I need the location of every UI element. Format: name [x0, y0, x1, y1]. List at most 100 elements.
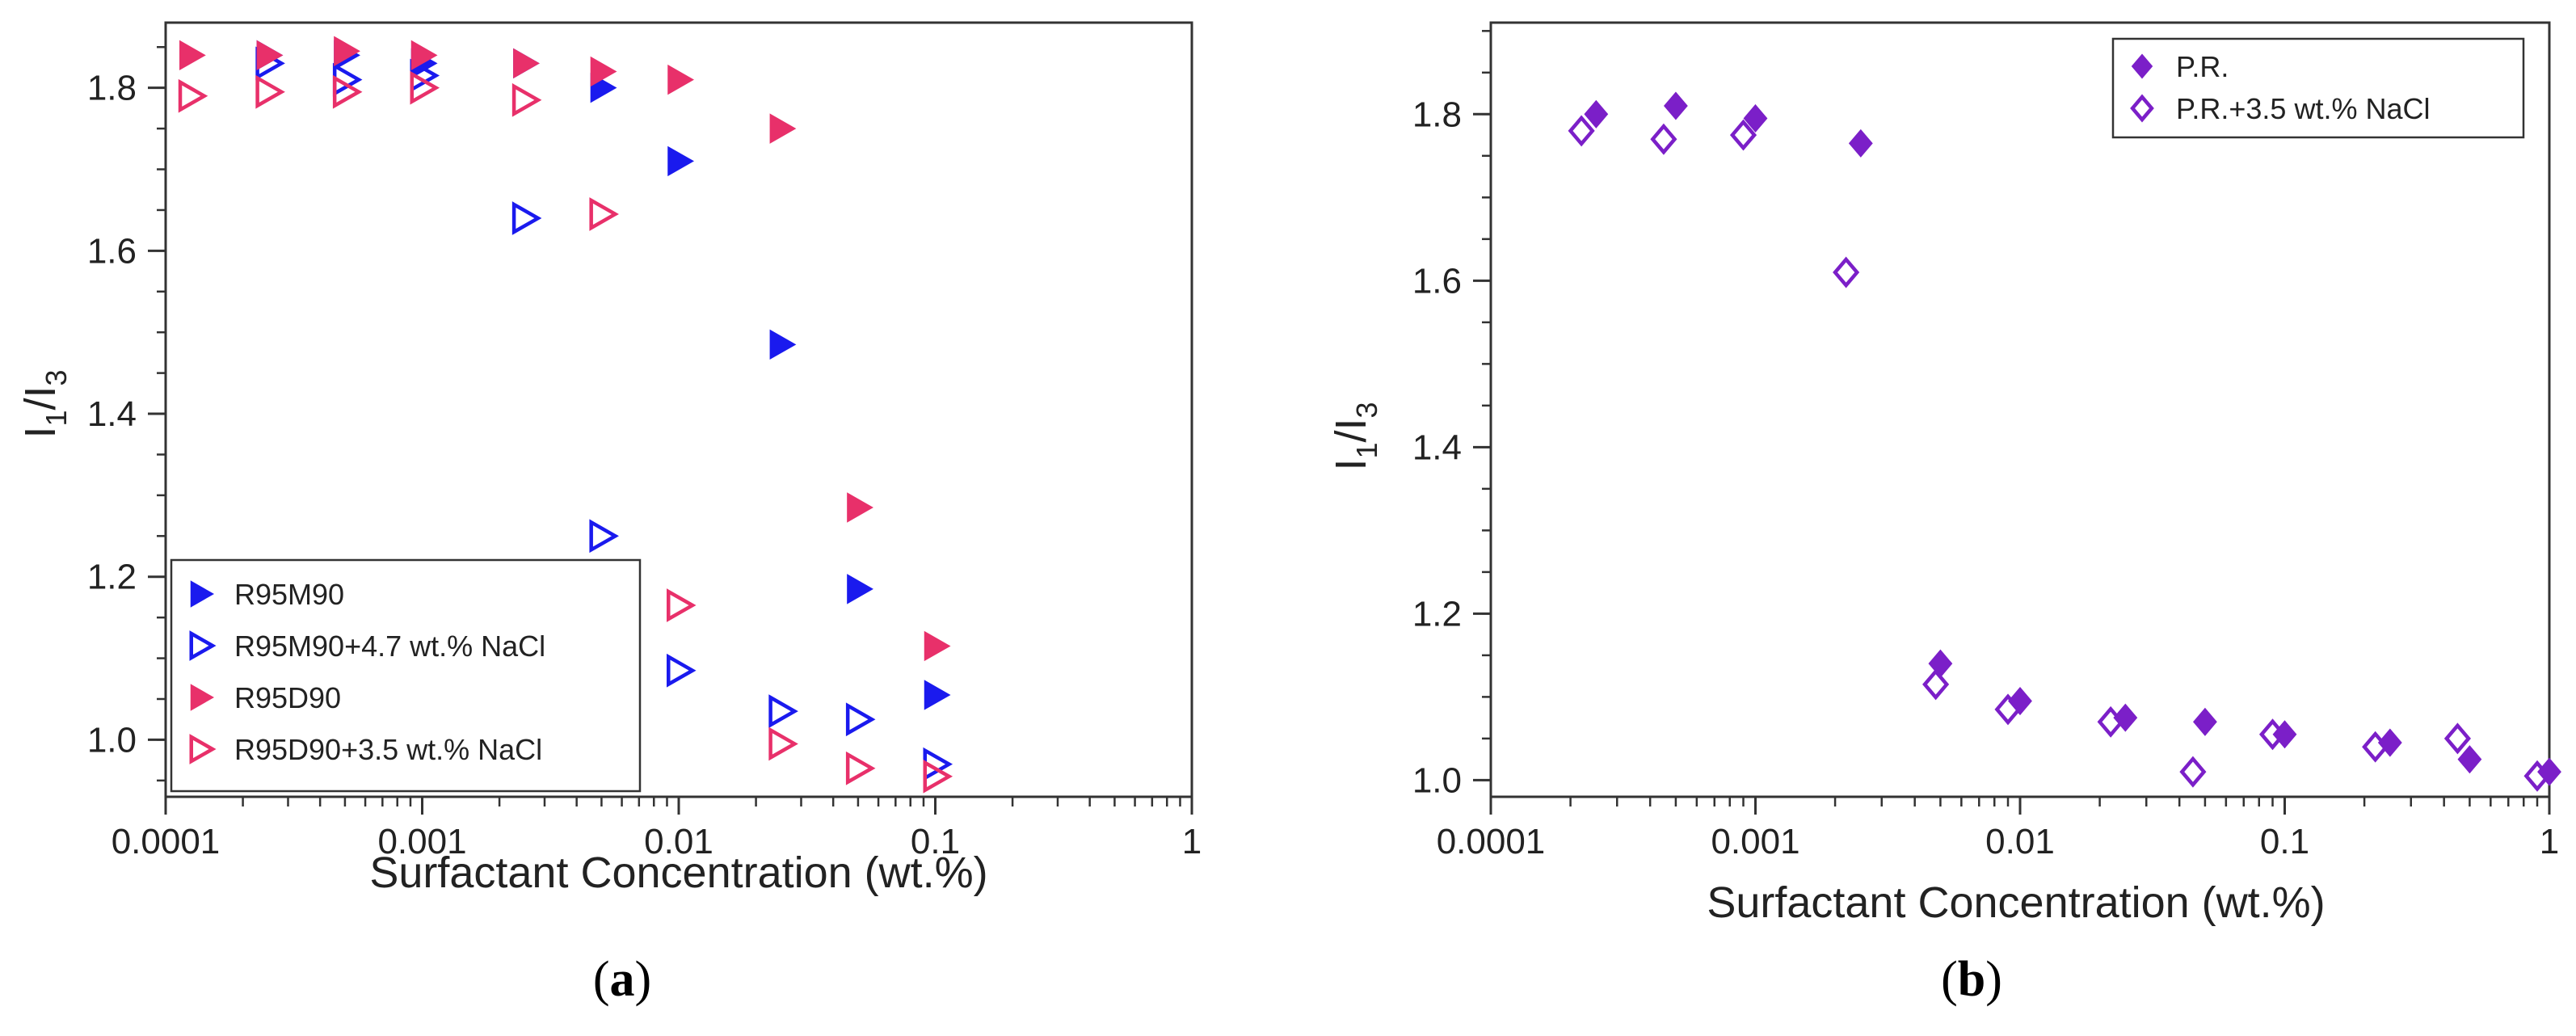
data-point — [410, 70, 440, 105]
series-1 — [1568, 115, 2551, 792]
data-point — [1848, 128, 1873, 158]
x-axis-title-a: Surfactant Concentration (wt.%) — [369, 849, 987, 897]
panel-letter-b: b — [1958, 952, 1985, 1007]
legend-marker — [189, 630, 217, 661]
data-point — [2179, 756, 2207, 788]
y-tick-label: 1.2 — [1412, 594, 1462, 634]
data-point — [1664, 91, 1688, 120]
data-point — [2008, 686, 2032, 716]
data-marks-b — [1568, 91, 2561, 792]
legend-entry: R95M90+4.7 wt.% NaCl — [189, 630, 545, 663]
legend-a: R95M90 R95M90+4.7 wt.% NaCl R95D90 R95D90+3… — [170, 558, 642, 793]
y-tick-label: 1.4 — [87, 394, 137, 434]
data-point — [768, 694, 798, 728]
legend-label: P.R. — [2176, 50, 2229, 83]
data-point — [590, 56, 617, 87]
y-tick-label: 1.6 — [1412, 261, 1462, 301]
data-point — [511, 201, 542, 235]
data-point — [410, 40, 438, 71]
data-point — [1568, 115, 1595, 147]
data-point — [179, 40, 206, 71]
series-2 — [179, 36, 951, 662]
y-axis-title-sub: 3 — [1350, 402, 1383, 418]
x-tick-label: 0.01 — [644, 822, 713, 861]
data-point — [845, 702, 876, 737]
panel-label-b: (b) — [1941, 952, 2002, 1007]
legend-entry: R95D90 — [190, 681, 341, 714]
y-axis-title-part: I — [1327, 418, 1375, 430]
x-tick-label: 1 — [1182, 822, 1202, 861]
y-axis-title-part: I — [16, 427, 65, 439]
legend-entry: R95D90+3.5 wt.% NaCl — [189, 733, 542, 766]
legend-marker — [189, 734, 217, 764]
x-tick-label: 0.1 — [911, 822, 960, 861]
data-point — [255, 74, 285, 109]
y-tick-label: 1.6 — [87, 231, 137, 271]
data-point — [2193, 707, 2217, 736]
data-point — [2362, 731, 2389, 763]
plot-frame-b — [1489, 21, 2551, 798]
y-tick-label: 1.4 — [1412, 427, 1462, 467]
data-point — [847, 492, 873, 523]
y-tick-label: 1.2 — [87, 558, 137, 597]
data-point — [924, 680, 951, 710]
data-point — [2443, 722, 2471, 755]
legend-label: P.R.+3.5 wt.% NaCl — [2176, 92, 2430, 125]
y-axis-title-part: I — [1327, 459, 1375, 471]
data-point — [2523, 760, 2551, 792]
legend-entry: P.R. — [2131, 50, 2229, 83]
data-point — [511, 82, 542, 117]
x-tick-label: 1 — [2540, 822, 2559, 861]
y-axis-title-part: / — [1327, 430, 1375, 442]
y-axis-title-b: I1/I3 — [1327, 402, 1383, 470]
x-tick-label: 0.0001 — [1437, 822, 1546, 861]
legend-box — [170, 558, 642, 793]
data-point — [2097, 705, 2124, 738]
data-point — [667, 653, 697, 688]
data-point — [667, 145, 695, 177]
y-axis-title-part: / — [16, 398, 65, 410]
data-point — [667, 64, 695, 95]
legend-marker — [190, 580, 215, 608]
data-point — [1833, 256, 1860, 288]
legend-b: P.R. P.R.+3.5 wt.% NaCl — [2111, 37, 2525, 139]
data-point — [256, 40, 284, 71]
legend-marker — [190, 684, 215, 711]
y-tick-label: 1.8 — [1412, 95, 1462, 134]
legend-marker — [2131, 53, 2153, 79]
chart-panel-a: 0.0001 0.001 0.01 0.1 1 1.0 1.2 1.4 1.6 1.8 R95M… — [16, 21, 1202, 1007]
y-axis-title-sub: 3 — [40, 369, 73, 385]
data-point — [1650, 123, 1677, 155]
y-axis-title-sub: 1 — [40, 411, 73, 427]
series-0 — [1584, 91, 2561, 786]
legend-entry: R95M90 — [190, 578, 344, 611]
legend-label: R95M90+4.7 wt.% NaCl — [234, 630, 545, 663]
data-point — [2258, 718, 2287, 751]
x-axis-ticks-b: 0.0001 0.001 0.01 0.1 1 — [1437, 797, 2559, 861]
data-point — [589, 197, 619, 231]
y-tick-label: 1.8 — [87, 69, 137, 108]
data-marks-a — [178, 36, 953, 794]
data-point — [589, 519, 619, 554]
data-point — [845, 751, 876, 785]
data-point — [1743, 103, 1768, 133]
panel-letter-a: a — [610, 952, 635, 1007]
data-point — [667, 588, 697, 622]
data-point — [768, 726, 798, 761]
x-tick-label: 0.001 — [377, 822, 466, 861]
legend-marker — [2130, 94, 2154, 123]
legend-label: R95M90 — [234, 578, 344, 611]
legend-entry: P.R.+3.5 wt.% NaCl — [2130, 92, 2430, 125]
x-axis-title-b: Surfactant Concentration (wt.%) — [1707, 878, 2325, 927]
x-tick-label: 0.1 — [2260, 822, 2309, 861]
x-axis-ticks-a: 0.0001 0.001 0.01 0.1 1 — [112, 797, 1202, 861]
chart-panel-b: 0.0001 0.001 0.01 0.1 1 1.0 1.2 1.4 1.6 1.8 P.R.… — [1327, 21, 2561, 1007]
x-tick-label: 0.01 — [1985, 822, 2055, 861]
data-point — [924, 630, 951, 662]
data-point — [1729, 119, 1757, 151]
legend-label: R95D90 — [234, 681, 341, 714]
legend-box — [2111, 37, 2525, 139]
series-3 — [178, 70, 953, 794]
data-point — [769, 329, 797, 360]
